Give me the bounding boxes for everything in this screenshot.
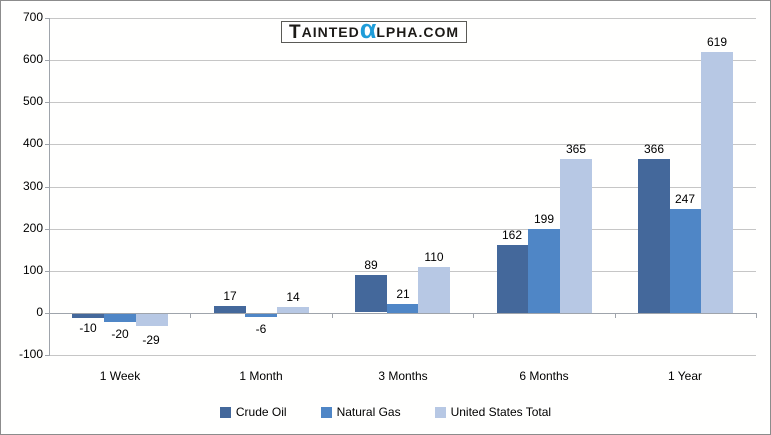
gridline	[49, 18, 756, 19]
bar	[387, 304, 419, 313]
legend-item: United States Total	[434, 405, 552, 419]
y-axis-tick	[45, 18, 49, 19]
x-axis-tick	[756, 313, 757, 318]
y-axis-tick	[45, 355, 49, 356]
y-axis-tick	[45, 144, 49, 145]
gridline	[49, 60, 756, 61]
y-tick-label: 300	[22, 179, 43, 193]
legend-item: Crude Oil	[219, 405, 287, 419]
bar	[72, 314, 104, 318]
bar-value-label: -20	[111, 327, 129, 341]
y-axis-tick	[45, 229, 49, 230]
x-category-label: 3 Months	[378, 369, 428, 383]
logo-text-small1: AINTED	[301, 24, 360, 40]
gridline	[49, 187, 756, 188]
bar-value-label: -6	[255, 322, 267, 336]
bar-value-label: 21	[396, 287, 410, 301]
bar	[701, 52, 733, 313]
legend-label: Crude Oil	[235, 405, 287, 419]
bar-value-label: -10	[79, 321, 97, 335]
bar	[355, 275, 387, 312]
legend-swatch	[219, 406, 231, 418]
gridline	[49, 102, 756, 103]
bar-value-label: 365	[565, 142, 587, 156]
logo-text-first: T	[289, 21, 302, 43]
bar	[638, 159, 670, 313]
y-axis-tick	[45, 313, 49, 314]
x-axis-tick	[332, 313, 333, 318]
y-axis-tick	[45, 187, 49, 188]
y-axis-line	[49, 18, 50, 356]
x-category-label: 1 Month	[239, 369, 283, 383]
x-category-label: 1 Year	[667, 369, 703, 383]
y-tick-label: 100	[22, 263, 43, 277]
legend-swatch	[320, 406, 332, 418]
gridline	[49, 229, 756, 230]
gridline	[49, 271, 756, 272]
logo-text-small2: LPHA.COM	[376, 24, 460, 40]
logo-alpha-glyph: α	[359, 14, 377, 45]
bar-value-label: 247	[674, 192, 696, 206]
bar	[136, 314, 168, 326]
bar	[418, 267, 450, 313]
x-category-label: 6 Months	[519, 369, 569, 383]
x-axis-tick	[190, 313, 191, 318]
bar	[528, 229, 560, 313]
y-axis-tick	[45, 271, 49, 272]
chart-legend: Crude Oil Natural Gas United States Total	[1, 405, 770, 419]
x-axis-line	[49, 313, 756, 314]
bar-value-label: 14	[286, 290, 300, 304]
x-axis-tick	[49, 313, 50, 318]
bar	[277, 307, 309, 313]
gridline	[49, 355, 756, 356]
bar-value-label: -29	[142, 333, 160, 347]
bar	[245, 314, 277, 317]
bar-value-label: 366	[643, 142, 665, 156]
bar-value-label: 162	[501, 228, 523, 242]
x-category-label: 1 Week	[99, 369, 141, 383]
y-tick-label: 200	[22, 221, 43, 235]
bar-value-label: 199	[533, 212, 555, 226]
y-axis-tick	[45, 102, 49, 103]
taintedalpha-logo: T AINTED α LPHA.COM	[281, 14, 468, 45]
y-tick-label: 600	[22, 52, 43, 66]
y-axis-tick	[45, 60, 49, 61]
y-tick-label: 400	[22, 136, 43, 150]
bar	[104, 314, 136, 322]
x-axis-tick	[473, 313, 474, 318]
legend-label: Natural Gas	[336, 405, 401, 419]
bar	[497, 245, 529, 313]
y-tick-label: 700	[22, 10, 43, 24]
y-tick-label: 0	[36, 305, 43, 319]
legend-swatch	[434, 406, 446, 418]
gridline	[49, 144, 756, 145]
bar-value-label: 17	[223, 289, 237, 303]
bar	[560, 159, 592, 313]
y-tick-label: 500	[22, 94, 43, 108]
bar	[670, 209, 702, 313]
bar-value-label: 619	[706, 35, 728, 49]
legend-label: United States Total	[450, 405, 552, 419]
y-tick-label: -100	[18, 347, 43, 361]
bar	[214, 306, 246, 313]
bar-value-label: 110	[424, 250, 444, 264]
legend-item: Natural Gas	[320, 405, 401, 419]
bar-value-label: 89	[364, 258, 378, 272]
x-axis-tick	[615, 313, 616, 318]
